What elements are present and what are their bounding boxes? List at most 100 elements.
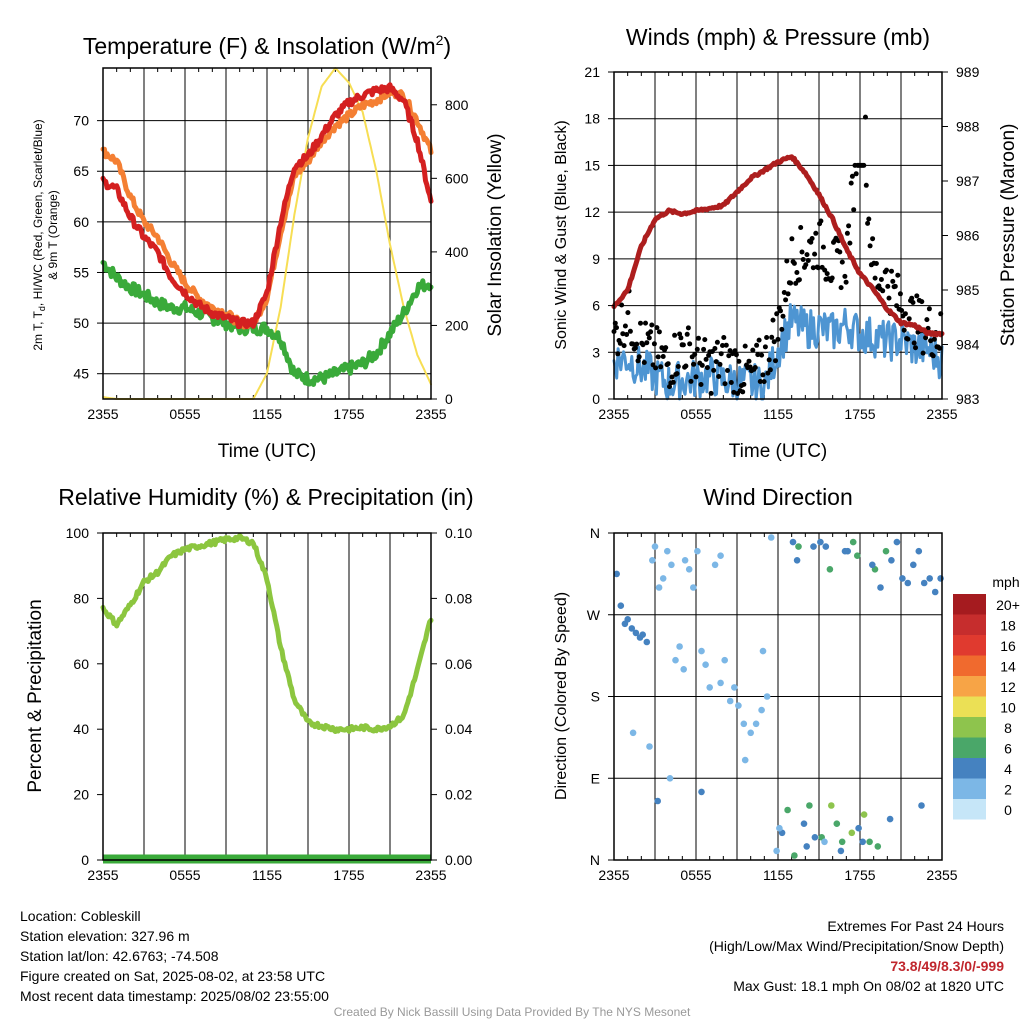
y-tick-label: 0 <box>592 391 600 407</box>
direction-point <box>731 684 738 691</box>
gust-point <box>683 363 689 369</box>
gust-point <box>627 328 633 334</box>
gust-point <box>762 344 768 350</box>
legend-swatch <box>953 655 986 676</box>
gust-point <box>848 180 854 186</box>
gust-point <box>649 322 655 328</box>
gust-point <box>766 357 772 363</box>
x-tick-label: 1155 <box>763 867 793 883</box>
gust-point <box>911 340 917 346</box>
y2-tick-label: 0 <box>445 391 453 407</box>
temperature-9m-line <box>100 87 434 330</box>
gust-point <box>712 346 718 351</box>
gust-point <box>913 345 918 351</box>
station-info: Location: Cobleskill Station elevation: … <box>20 906 329 1006</box>
gust-point <box>919 299 925 305</box>
y-tick-label: W <box>587 607 601 623</box>
gust-point <box>672 332 678 338</box>
x-tick-label: 1755 <box>844 406 875 422</box>
y2-tick-label: 200 <box>445 317 469 333</box>
gust-point <box>685 325 691 331</box>
gust-point <box>720 343 725 348</box>
gust-point <box>708 390 714 396</box>
gust-point <box>732 348 738 354</box>
gust-point <box>717 361 723 367</box>
gust-point <box>784 258 790 264</box>
gust-point <box>624 332 630 337</box>
legend-swatch <box>953 594 986 615</box>
legend-label: 16 <box>1000 638 1016 654</box>
gust-point <box>646 335 652 341</box>
direction-point <box>639 631 646 638</box>
direction-point <box>685 566 693 573</box>
direction-point <box>837 847 845 855</box>
direction-point <box>791 852 798 859</box>
y-tick-label: 55 <box>73 264 89 280</box>
station-elevation: Station elevation: 327.96 m <box>20 928 190 944</box>
gust-point <box>684 331 690 337</box>
gust-point <box>714 339 720 345</box>
gust-point <box>752 365 758 370</box>
gust-point <box>726 353 732 359</box>
gust-point <box>718 351 724 357</box>
winds-xlabel: Time (UTC) <box>729 441 828 462</box>
direction-point <box>681 557 689 564</box>
gust-point <box>849 173 855 179</box>
direction-point <box>721 656 728 664</box>
gust-point <box>799 249 805 255</box>
gust-point <box>754 342 760 348</box>
direction-point <box>664 547 671 555</box>
gust-point <box>669 374 675 380</box>
gust-point <box>863 182 869 188</box>
direction-point <box>717 552 724 559</box>
gust-point <box>731 389 737 395</box>
gust-point <box>733 352 739 358</box>
x-tick-label: 1755 <box>844 867 875 883</box>
direction-point <box>698 788 705 796</box>
y-tick-label: 21 <box>584 64 600 80</box>
gust-point <box>909 295 915 301</box>
legend-label: 18 <box>1000 618 1016 634</box>
gust-point <box>843 279 849 285</box>
gust-point <box>742 343 748 349</box>
gust-point <box>884 267 889 273</box>
figure-created: Figure created on Sat, 2025-08-02, at 23… <box>20 968 326 984</box>
direction-point <box>854 552 861 559</box>
gust-point <box>660 354 666 359</box>
gust-point <box>636 354 642 360</box>
direction-point <box>672 656 679 664</box>
gust-point <box>785 291 791 297</box>
direction-point <box>803 843 810 850</box>
y2-tick-label: 985 <box>956 282 980 298</box>
gust-point <box>728 380 734 385</box>
gust-point <box>873 261 879 266</box>
gust-point <box>696 335 701 341</box>
winds-ylabel: Sonic Wind & Gust (Blue, Black) <box>553 120 570 349</box>
direction-point <box>784 806 791 814</box>
plot-frame <box>613 532 943 861</box>
gust-point <box>773 358 778 364</box>
gust-point <box>699 362 705 368</box>
y-tick-label: 50 <box>73 315 89 331</box>
gust-point <box>770 317 776 323</box>
x-tick-label: 0555 <box>169 867 200 883</box>
gust-point <box>622 323 628 329</box>
y-tick-label: 40 <box>73 721 89 737</box>
plot-frame <box>102 67 432 400</box>
gust-point <box>771 339 777 345</box>
gust-point <box>736 358 742 364</box>
gust-point <box>693 374 699 380</box>
direction-point <box>833 820 841 827</box>
direction-chart-title: Wind Direction <box>703 484 853 510</box>
gust-point <box>886 295 892 301</box>
gust-point <box>931 336 937 342</box>
gust-point <box>926 306 932 312</box>
gust-point <box>775 336 781 342</box>
direction-point <box>918 802 925 809</box>
gust-point <box>655 354 661 360</box>
direction-point <box>759 647 767 655</box>
x-tick-label: 1155 <box>763 406 793 422</box>
direction-point <box>726 697 734 705</box>
gust-point <box>906 316 912 322</box>
gust-point <box>703 356 709 362</box>
